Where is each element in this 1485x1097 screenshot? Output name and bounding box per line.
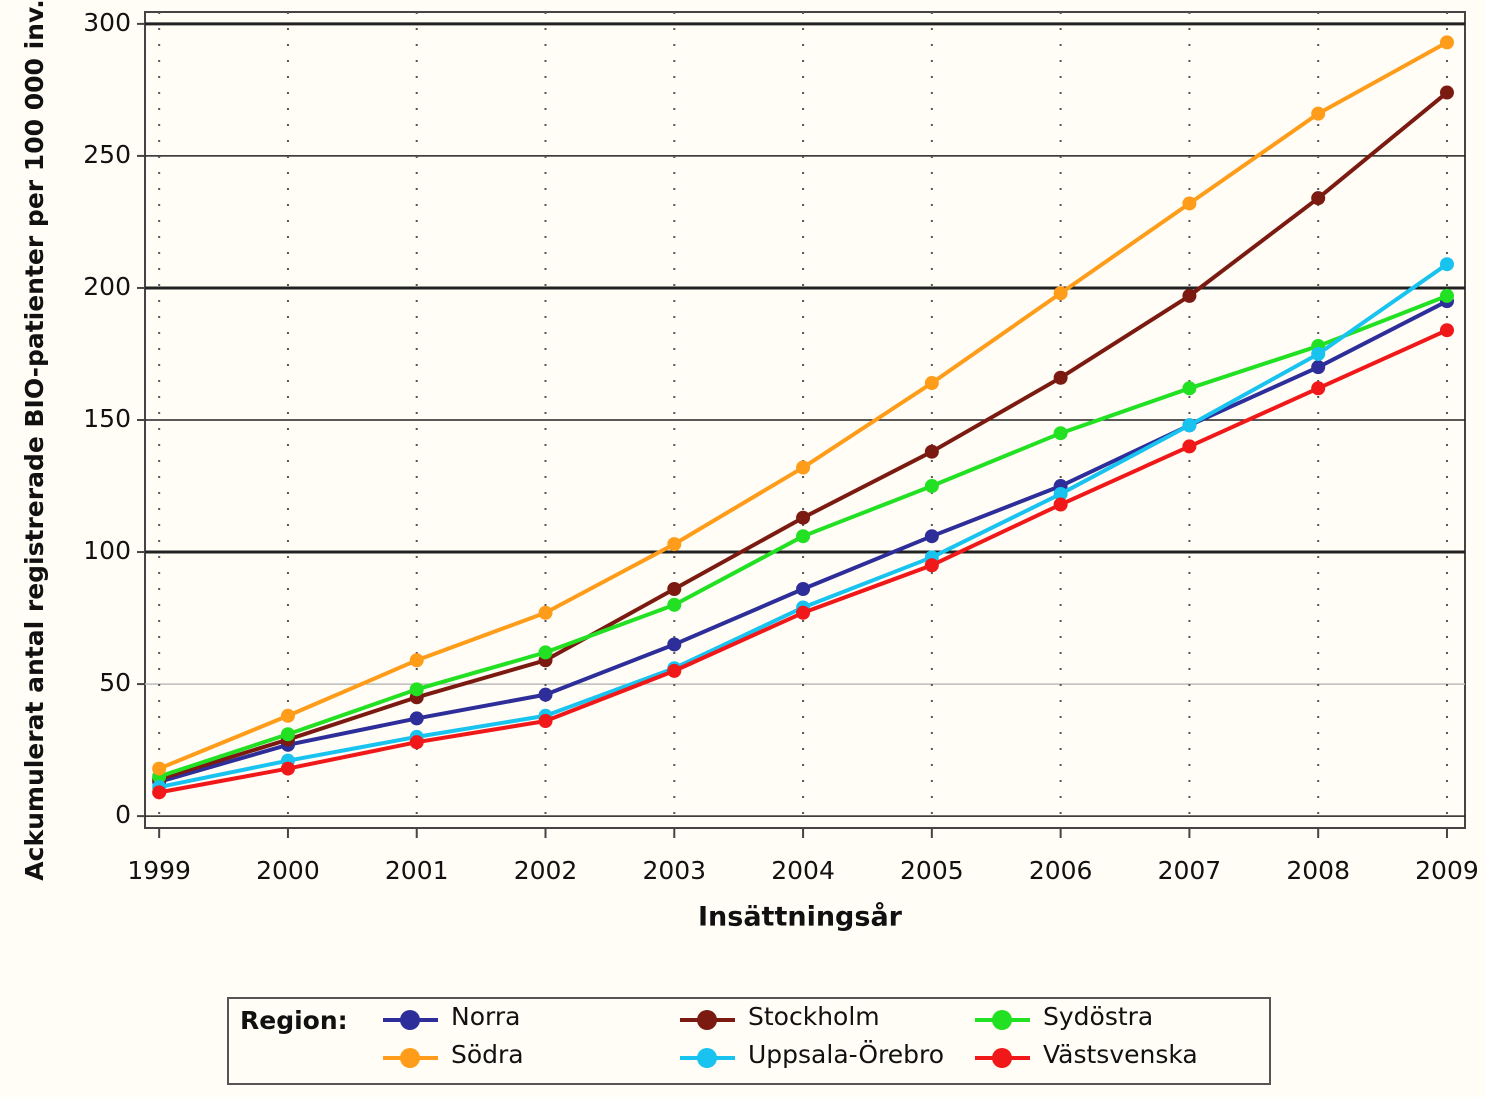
point	[1182, 288, 1197, 303]
legend-label: Sydöstra	[1043, 1002, 1153, 1031]
point	[796, 510, 811, 525]
y-axis-title: Ackumulerat antal registrerade BIO-patie…	[20, 0, 49, 881]
point	[1053, 286, 1068, 301]
x-tick-label: 2008	[1286, 856, 1350, 885]
point	[924, 529, 939, 544]
point	[1182, 196, 1197, 211]
x-tick-label: 2009	[1415, 856, 1479, 885]
legend-marker	[992, 1010, 1012, 1030]
x-tick-label: 2004	[771, 856, 835, 885]
point	[538, 605, 553, 620]
x-tick-label: 2007	[1158, 856, 1222, 885]
legend-marker	[697, 1048, 717, 1068]
point	[1311, 191, 1326, 206]
point	[924, 444, 939, 459]
x-tick-label: 2005	[900, 856, 964, 885]
y-tick-label: 250	[83, 140, 131, 169]
point	[538, 714, 553, 729]
point	[1439, 257, 1454, 272]
x-tick-label: 2006	[1029, 856, 1093, 885]
point	[1439, 35, 1454, 50]
legend-label: Uppsala-Örebro	[748, 1040, 944, 1069]
legend-marker	[400, 1010, 420, 1030]
x-tick-label: 2002	[514, 856, 578, 885]
point	[667, 597, 682, 612]
legend-marker	[697, 1010, 717, 1030]
point	[1311, 381, 1326, 396]
point	[152, 785, 167, 800]
point	[796, 605, 811, 620]
y-tick-label: 100	[83, 536, 131, 565]
y-tick-label: 0	[115, 800, 131, 829]
point	[796, 460, 811, 475]
point	[280, 761, 295, 776]
point	[924, 479, 939, 494]
point	[152, 761, 167, 776]
point	[924, 558, 939, 573]
point	[409, 711, 424, 726]
x-tick-label: 1999	[127, 856, 191, 885]
point	[1053, 486, 1068, 501]
point	[1182, 439, 1197, 454]
point	[280, 708, 295, 723]
point	[280, 727, 295, 742]
point	[924, 376, 939, 391]
legend-frame	[227, 997, 1271, 1085]
legend-title: Region:	[240, 1006, 348, 1035]
point	[409, 735, 424, 750]
point	[409, 682, 424, 697]
point	[1053, 370, 1068, 385]
x-tick-label: 2001	[385, 856, 449, 885]
point	[538, 687, 553, 702]
point	[1053, 426, 1068, 441]
point	[667, 637, 682, 652]
point	[667, 663, 682, 678]
point	[1439, 288, 1454, 303]
y-tick-label: 50	[99, 668, 131, 697]
x-axis-title: Insättningsår	[698, 901, 903, 933]
x-tick-label: 2003	[642, 856, 706, 885]
point	[667, 537, 682, 552]
point	[1053, 497, 1068, 512]
y-tick-label: 300	[83, 8, 131, 37]
legend-label: Västsvenska	[1043, 1040, 1198, 1069]
x-tick-label: 2000	[256, 856, 320, 885]
point	[1439, 85, 1454, 100]
point	[1311, 346, 1326, 361]
point	[538, 645, 553, 660]
point	[796, 582, 811, 597]
legend-label: Södra	[451, 1040, 524, 1069]
point	[667, 582, 682, 597]
legend-marker	[400, 1048, 420, 1068]
point	[1182, 381, 1197, 396]
point	[1182, 418, 1197, 433]
point	[796, 529, 811, 544]
legend-label: Norra	[451, 1002, 520, 1031]
point	[1311, 360, 1326, 375]
point	[1439, 323, 1454, 338]
y-tick-label: 200	[83, 272, 131, 301]
point	[1311, 106, 1326, 121]
legend-marker	[992, 1048, 1012, 1068]
y-tick-label: 150	[83, 404, 131, 433]
legend-label: Stockholm	[748, 1002, 880, 1031]
point	[409, 653, 424, 668]
